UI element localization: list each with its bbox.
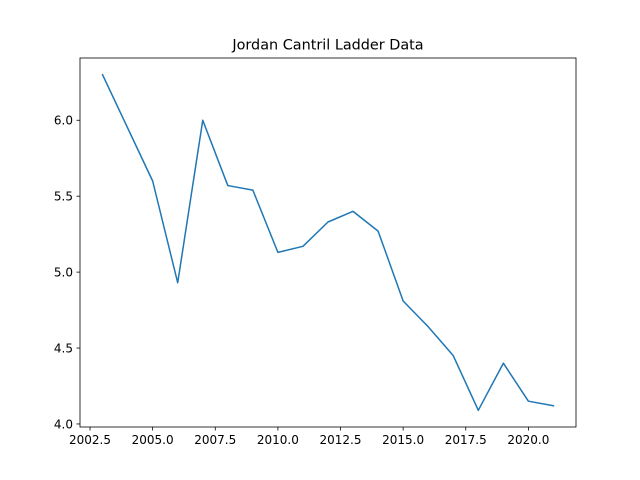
axes-frame xyxy=(79,57,577,428)
x-tick-label: 2012.5 xyxy=(320,433,362,447)
y-tick-label: 6.0 xyxy=(54,114,73,128)
y-tick-label: 4.5 xyxy=(54,341,73,355)
y-tick-label: 5.5 xyxy=(54,189,73,203)
x-tick-label: 2002.5 xyxy=(69,433,111,447)
x-tick-label: 2010.0 xyxy=(257,433,299,447)
plot-area: 2002.5 2005.0 2007.5 2010.0 2012.5 2015.0 2017… xyxy=(54,57,577,447)
x-tick-label: 2007.5 xyxy=(194,433,236,447)
y-tick-label: 5.0 xyxy=(54,265,73,279)
series-line-0 xyxy=(101,73,555,412)
x-tick-label: 2020.0 xyxy=(507,433,549,447)
x-tick-label: 2005.0 xyxy=(132,433,174,447)
chart-title: Jordan Cantril Ladder Data xyxy=(231,38,423,54)
y-tick-label: 4.0 xyxy=(54,417,73,431)
x-tick-label: 2017.5 xyxy=(445,433,487,447)
x-tick-label: 2015.0 xyxy=(382,433,424,447)
